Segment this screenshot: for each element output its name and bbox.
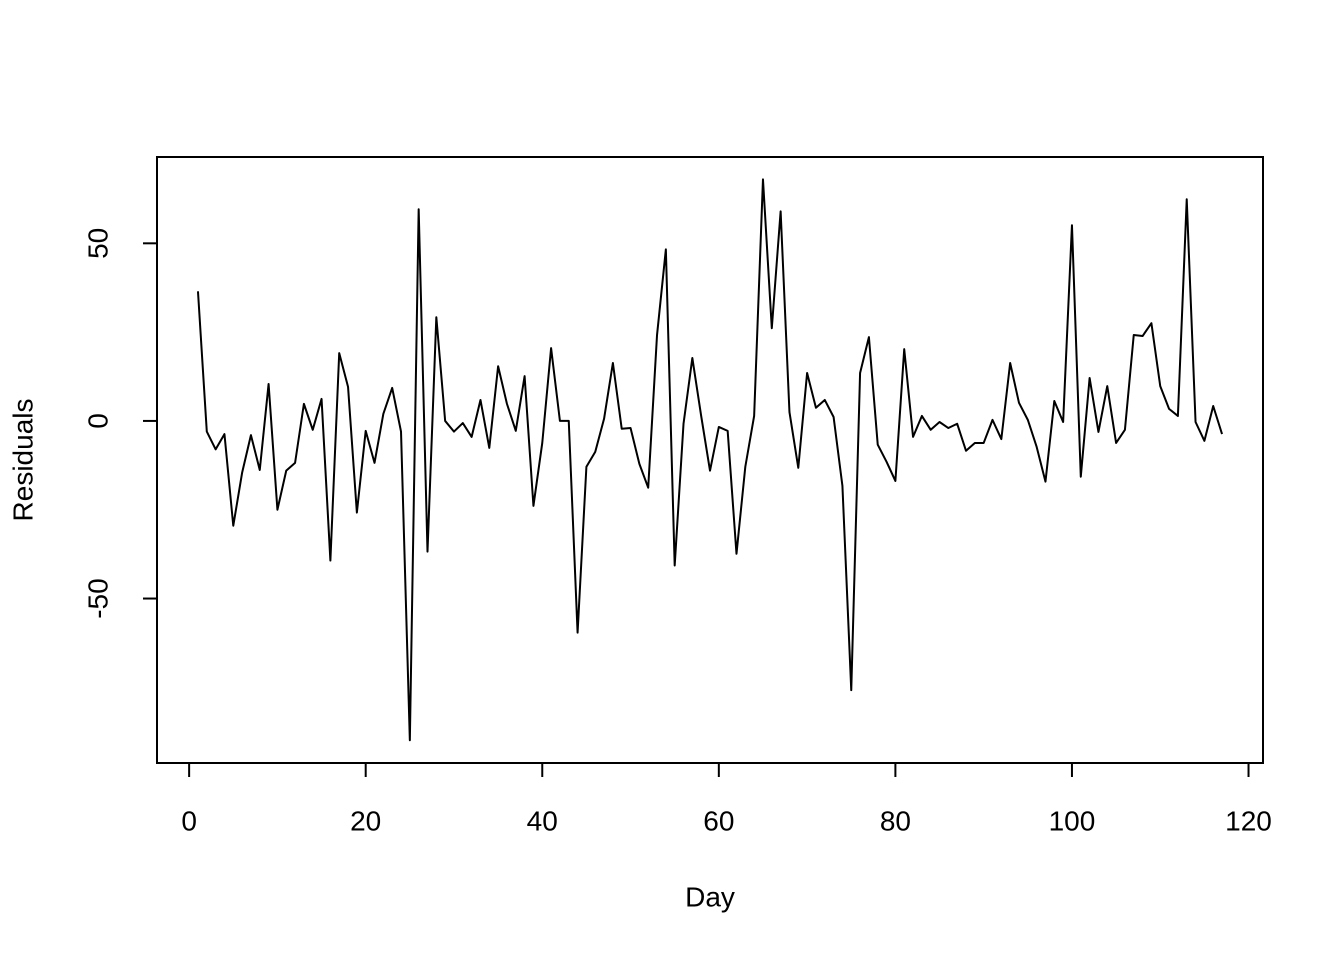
- y-tick-label: 50: [82, 228, 113, 259]
- x-tick-label: 20: [350, 805, 381, 836]
- x-tick-label: 60: [703, 805, 734, 836]
- y-tick-label: 0: [82, 413, 113, 429]
- y-axis-label: Residuals: [7, 399, 38, 522]
- plot-frame: [156, 156, 1264, 764]
- x-tick-label: 80: [880, 805, 911, 836]
- x-tick-label: 0: [181, 805, 197, 836]
- data-line: [196, 178, 1223, 742]
- x-axis-label: Day: [685, 881, 735, 912]
- x-tick-label: 40: [527, 805, 558, 836]
- y-tick-label: -50: [82, 578, 113, 618]
- x-tick-label: 120: [1225, 805, 1272, 836]
- x-tick-label: 100: [1049, 805, 1096, 836]
